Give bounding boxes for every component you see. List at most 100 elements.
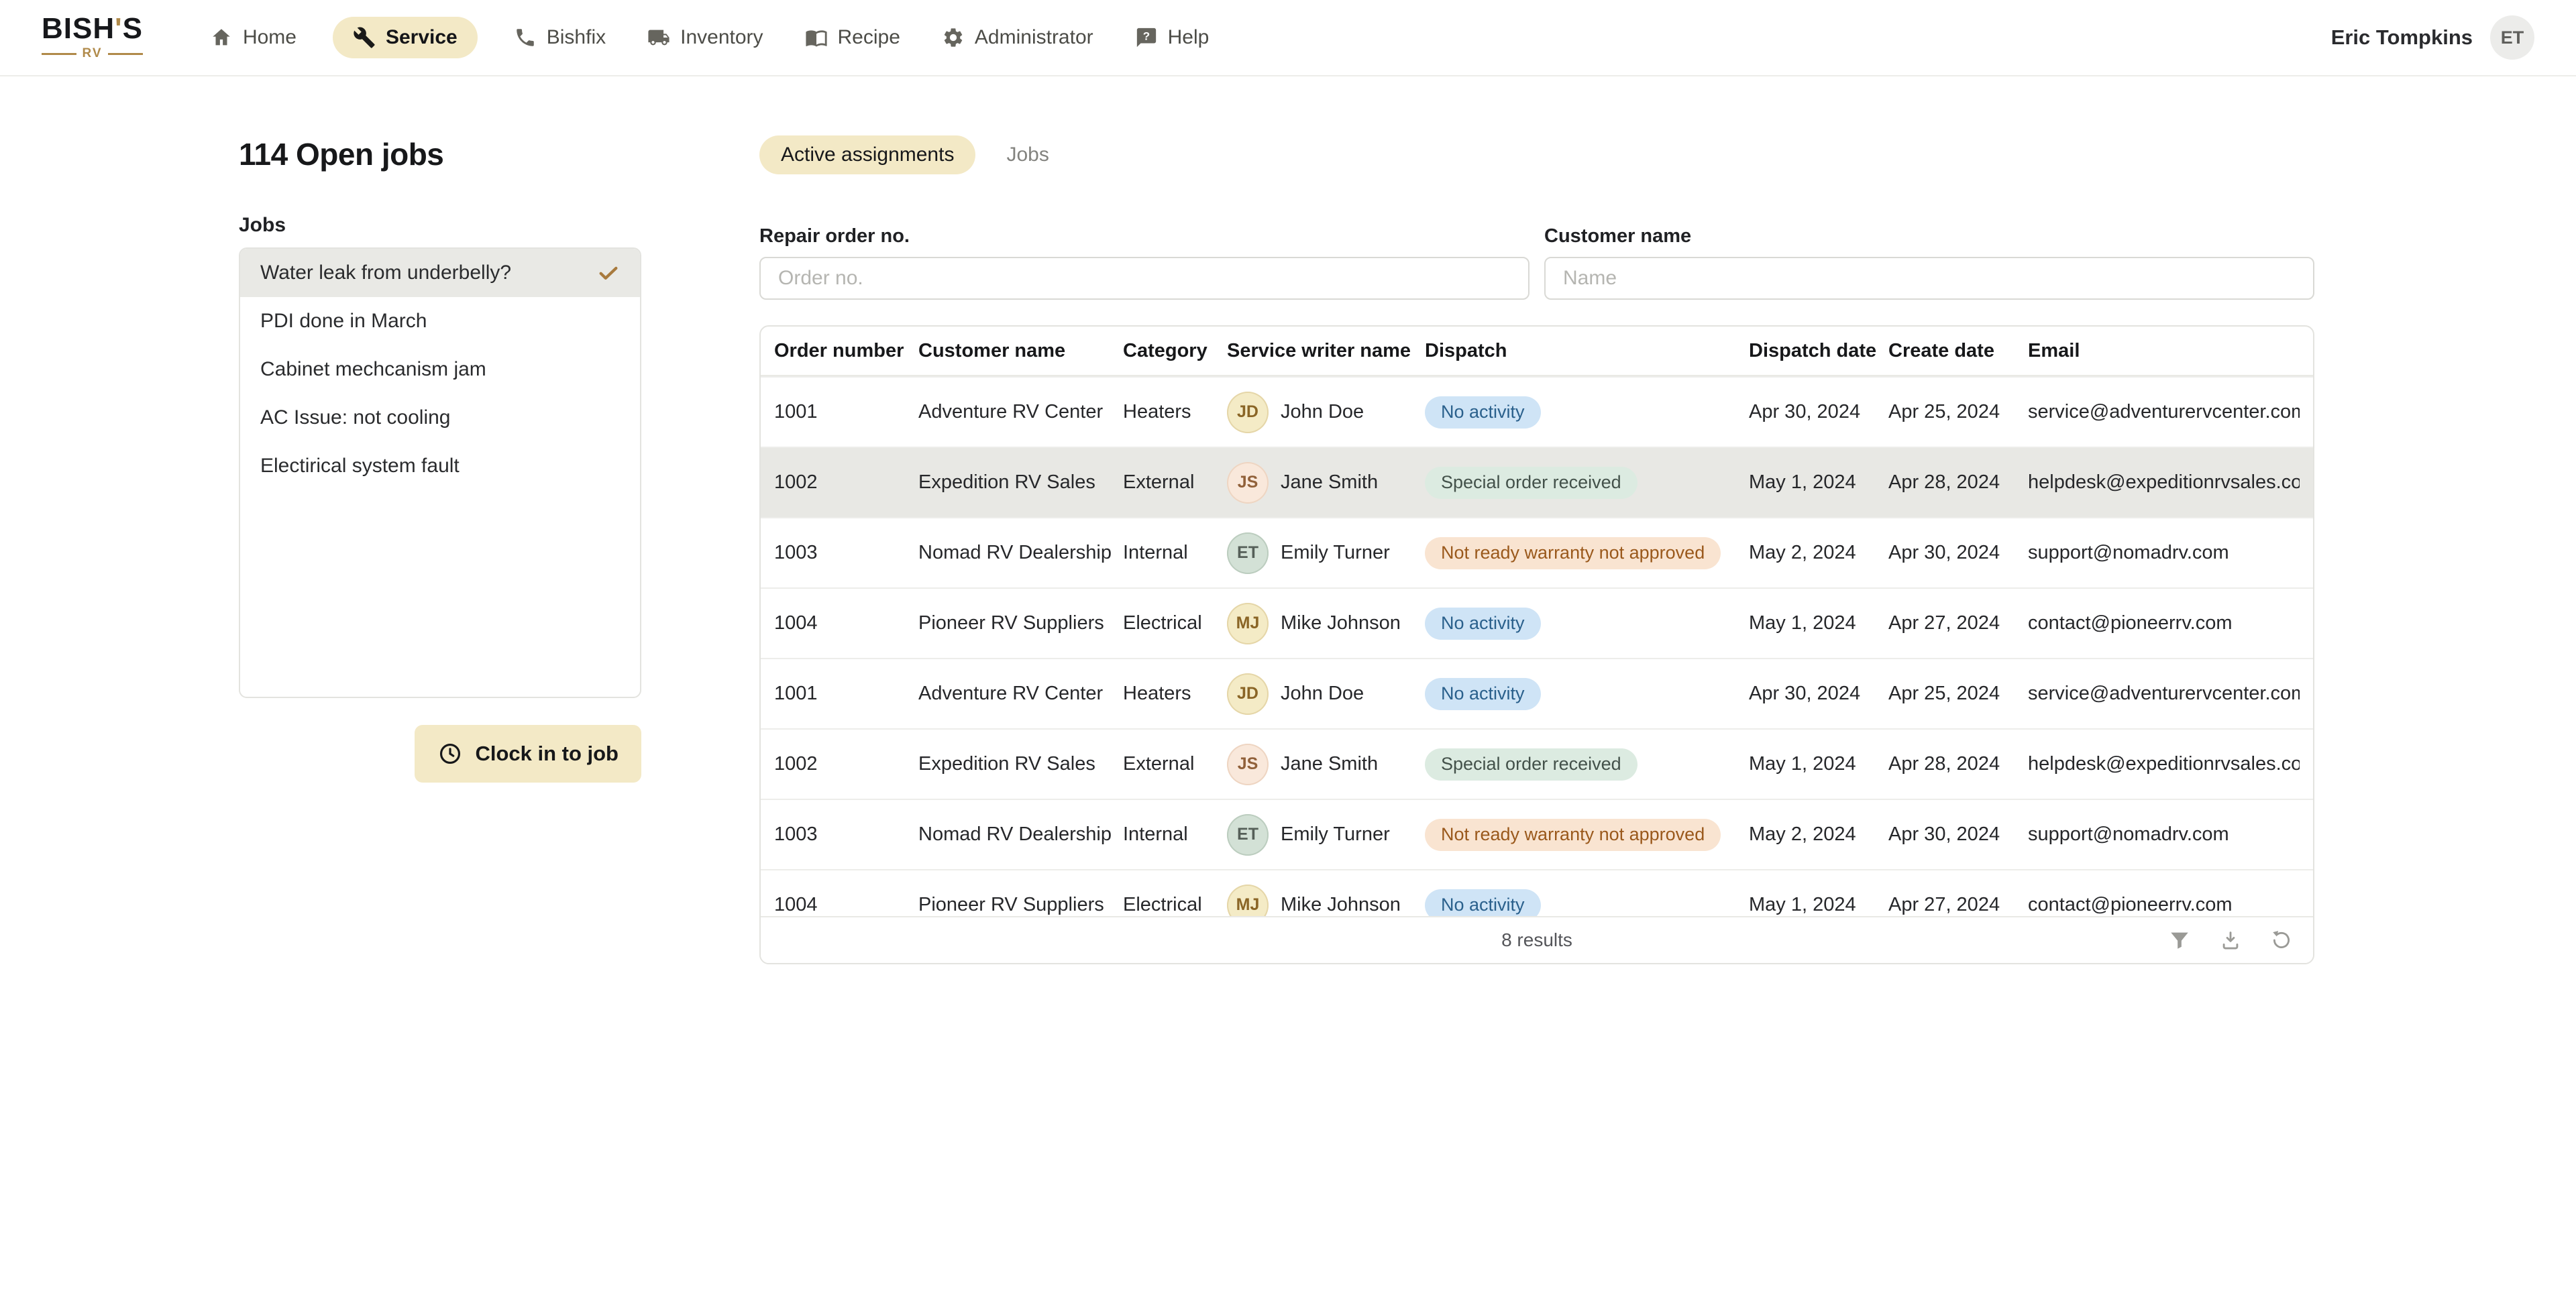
table-row[interactable]: 1004 Pioneer RV Suppliers Electrical MJ … — [761, 869, 2313, 916]
customer-name-input[interactable] — [1544, 257, 2314, 300]
cell-customer-name: Expedition RV Sales — [918, 753, 1123, 775]
table-row[interactable]: 1002 Expedition RV Sales External JS Jan… — [761, 728, 2313, 799]
cell-category: Heaters — [1123, 683, 1227, 705]
filter-repair-order: Repair order no. — [759, 225, 1529, 300]
cell-customer-name: Nomad RV Dealership — [918, 542, 1123, 564]
cell-create-date: Apr 27, 2024 — [1888, 612, 2028, 634]
tab-jobs[interactable]: Jobs — [1001, 135, 1054, 174]
cell-customer-name: Nomad RV Dealership — [918, 823, 1123, 846]
nav-item-help[interactable]: ? Help — [1130, 17, 1215, 58]
truck-icon — [647, 26, 670, 49]
job-list-item[interactable]: AC Issue: not cooling — [240, 394, 640, 442]
job-list-item[interactable]: Cabinet mechcanism jam — [240, 345, 640, 394]
writer-avatar: JS — [1227, 462, 1269, 504]
cell-create-date: Apr 28, 2024 — [1888, 471, 2028, 494]
refresh-button[interactable] — [2270, 929, 2293, 952]
brand-logo[interactable]: BISH'S RV — [42, 14, 143, 61]
cell-dispatch-date: May 1, 2024 — [1749, 612, 1888, 634]
results-count: 8 results — [1501, 929, 1572, 951]
nav-label: Bishfix — [547, 26, 606, 49]
cell-create-date: Apr 30, 2024 — [1888, 823, 2028, 846]
nav-item-home[interactable]: Home — [205, 17, 302, 58]
table-row[interactable]: 1003 Nomad RV Dealership Internal ET Emi… — [761, 517, 2313, 587]
table-row[interactable]: 1002 Expedition RV Sales External JS Jan… — [761, 447, 2313, 517]
main-nav: Home Service Bishfix Inventory Recipe Ad… — [205, 17, 1214, 58]
job-list-item[interactable]: Water leak from underbelly? — [240, 249, 640, 297]
cell-service-writer: JD John Doe — [1227, 673, 1425, 715]
home-icon — [210, 26, 233, 49]
cell-customer-name: Adventure RV Center — [918, 401, 1123, 423]
table-row[interactable]: 1001 Adventure RV Center Heaters JD John… — [761, 376, 2313, 447]
cell-service-writer: MJ Mike Johnson — [1227, 603, 1425, 644]
writer-name: Jane Smith — [1281, 753, 1378, 775]
cell-order-number: 1002 — [774, 471, 918, 494]
filter-button[interactable] — [2168, 929, 2191, 952]
clock-in-label: Clock in to job — [475, 742, 619, 766]
cell-order-number: 1004 — [774, 894, 918, 916]
cell-service-writer: JD John Doe — [1227, 392, 1425, 433]
cell-dispatch: No activity — [1425, 396, 1749, 429]
cell-email: service@adventurervcenter.com — [2028, 401, 2300, 423]
nav-item-service[interactable]: Service — [333, 17, 478, 58]
nav-item-recipe[interactable]: Recipe — [800, 17, 906, 58]
dispatch-status-badge: Special order received — [1425, 467, 1638, 499]
writer-name: Emily Turner — [1281, 542, 1390, 564]
cell-dispatch-date: May 2, 2024 — [1749, 823, 1888, 846]
nav-label: Inventory — [680, 26, 763, 49]
repair-order-input[interactable] — [759, 257, 1529, 300]
dispatch-status-badge: Not ready warranty not approved — [1425, 819, 1721, 851]
clock-in-button[interactable]: Clock in to job — [415, 725, 641, 783]
cell-customer-name: Pioneer RV Suppliers — [918, 894, 1123, 916]
col-dispatch: Dispatch — [1425, 340, 1749, 362]
job-item-label: PDI done in March — [260, 310, 427, 333]
nav-label: Recipe — [838, 26, 900, 49]
wrench-icon — [353, 26, 376, 49]
nav-item-inventory[interactable]: Inventory — [642, 17, 768, 58]
user-avatar[interactable]: ET — [2490, 15, 2534, 60]
cell-dispatch-date: May 1, 2024 — [1749, 894, 1888, 916]
nav-label: Help — [1168, 26, 1210, 49]
writer-name: John Doe — [1281, 683, 1364, 705]
job-list-item[interactable]: PDI done in March — [240, 297, 640, 345]
table-footer: 8 results — [761, 916, 2313, 963]
clock-in-row: Clock in to job — [239, 725, 641, 783]
table-row[interactable]: 1001 Adventure RV Center Heaters JD John… — [761, 658, 2313, 728]
cell-service-writer: MJ Mike Johnson — [1227, 885, 1425, 917]
nav-item-administrator[interactable]: Administrator — [936, 17, 1099, 58]
brand-line-left — [42, 53, 76, 55]
cell-service-writer: JS Jane Smith — [1227, 462, 1425, 504]
page-title: 114 Open jobs — [239, 135, 641, 174]
nav-label: Administrator — [975, 26, 1093, 49]
cell-create-date: Apr 28, 2024 — [1888, 753, 2028, 775]
tab-active-assignments[interactable]: Active assignments — [759, 135, 975, 174]
cell-order-number: 1001 — [774, 683, 918, 705]
funnel-icon — [2168, 929, 2191, 952]
job-list-item[interactable]: Electirical system fault — [240, 442, 640, 490]
user-menu: Eric Tompkins ET — [2331, 15, 2534, 60]
dispatch-status-badge: No activity — [1425, 678, 1541, 710]
dispatch-status-badge: Special order received — [1425, 748, 1638, 781]
col-create-date: Create date — [1888, 340, 2028, 362]
cell-dispatch: No activity — [1425, 678, 1749, 710]
writer-avatar: MJ — [1227, 885, 1269, 917]
writer-name: Mike Johnson — [1281, 612, 1401, 634]
download-button[interactable] — [2219, 929, 2242, 952]
assignments-panel: Active assignments Jobs Repair order no.… — [759, 135, 2314, 964]
svg-text:?: ? — [1142, 30, 1149, 43]
refresh-icon — [2270, 929, 2293, 952]
table-row[interactable]: 1003 Nomad RV Dealership Internal ET Emi… — [761, 799, 2313, 869]
writer-avatar: JD — [1227, 392, 1269, 433]
col-dispatch-date: Dispatch date — [1749, 340, 1888, 362]
cell-dispatch-date: May 1, 2024 — [1749, 471, 1888, 494]
table-row[interactable]: 1004 Pioneer RV Suppliers Electrical MJ … — [761, 587, 2313, 658]
cell-dispatch-date: May 1, 2024 — [1749, 753, 1888, 775]
col-customer-name: Customer name — [918, 340, 1123, 362]
cell-service-writer: ET Emily Turner — [1227, 814, 1425, 856]
nav-item-bishfix[interactable]: Bishfix — [508, 17, 611, 58]
cell-order-number: 1003 — [774, 823, 918, 846]
job-item-label: Water leak from underbelly? — [260, 262, 511, 284]
writer-avatar: ET — [1227, 532, 1269, 574]
table-footer-actions — [2168, 917, 2293, 963]
cell-dispatch: Not ready warranty not approved — [1425, 819, 1749, 851]
table-body: 1001 Adventure RV Center Heaters JD John… — [761, 376, 2313, 916]
